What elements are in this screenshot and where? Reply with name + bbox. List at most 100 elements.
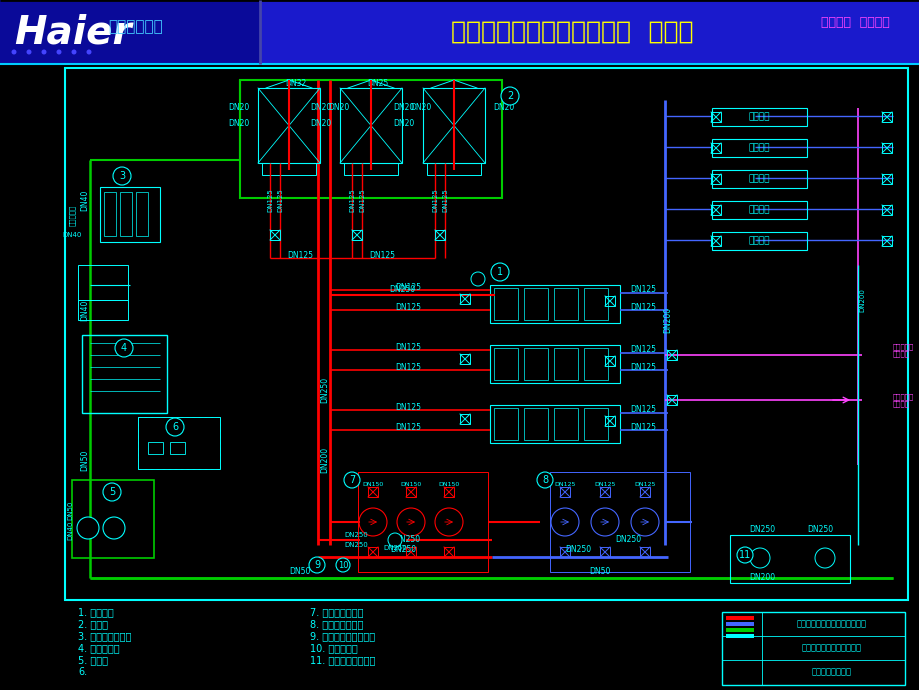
- Bar: [426, 163, 481, 175]
- Text: 9. 冷冻水蓄能池控制器: 9. 冷冻水蓄能池控制器: [310, 631, 375, 641]
- Bar: [344, 163, 398, 175]
- Bar: [550, 472, 689, 572]
- Text: DN32: DN32: [285, 79, 306, 88]
- Text: DN250: DN250: [748, 526, 774, 535]
- Text: 7. 冷却水循环泵组: 7. 冷却水循环泵组: [310, 607, 363, 617]
- Text: DN200: DN200: [663, 307, 672, 333]
- Text: DN20: DN20: [311, 119, 332, 128]
- Bar: [405, 547, 415, 557]
- Bar: [605, 356, 614, 366]
- Text: 10. 电子处理仪: 10. 电子处理仪: [310, 643, 357, 653]
- Circle shape: [491, 263, 508, 281]
- Circle shape: [388, 533, 402, 547]
- Text: DN125: DN125: [630, 346, 655, 355]
- Bar: [257, 88, 320, 163]
- Text: 水冷螺杆机组水系统流程图  （二）: 水冷螺杆机组水系统流程图 （二）: [450, 20, 693, 44]
- Text: DN150: DN150: [400, 482, 421, 488]
- Text: 4: 4: [120, 343, 127, 353]
- Text: 海尔集团热泵水下空调有限公司: 海尔集团热泵水下空调有限公司: [796, 620, 866, 629]
- Text: DN125: DN125: [633, 482, 655, 488]
- Text: DN250: DN250: [564, 546, 590, 555]
- Text: 11. 冷冻水系统过滤器: 11. 冷冻水系统过滤器: [310, 655, 375, 665]
- Bar: [460, 414, 470, 424]
- Circle shape: [86, 50, 91, 55]
- Text: 6: 6: [172, 422, 178, 432]
- Bar: [640, 487, 650, 497]
- Circle shape: [630, 508, 658, 536]
- Bar: [368, 547, 378, 557]
- Text: DN20: DN20: [229, 119, 250, 128]
- Circle shape: [165, 418, 184, 436]
- Text: DN40: DN40: [62, 232, 82, 238]
- Bar: [725, 622, 754, 626]
- Text: 6.: 6.: [78, 667, 87, 677]
- Text: DN250: DN250: [344, 532, 368, 538]
- Text: DN125: DN125: [630, 406, 655, 415]
- Text: DN20: DN20: [393, 104, 414, 112]
- Text: 海尔商用空调: 海尔商用空调: [108, 19, 163, 34]
- Bar: [524, 288, 548, 320]
- Bar: [710, 205, 720, 215]
- Bar: [78, 265, 128, 300]
- Bar: [711, 201, 806, 219]
- Bar: [269, 230, 279, 240]
- Bar: [435, 230, 445, 240]
- Text: 11: 11: [738, 550, 750, 560]
- Bar: [710, 112, 720, 122]
- Bar: [640, 547, 650, 557]
- Text: DN200: DN200: [858, 288, 864, 312]
- Text: DN20: DN20: [229, 104, 250, 112]
- Text: DN50: DN50: [289, 567, 311, 577]
- Text: 3: 3: [119, 171, 125, 181]
- Bar: [357, 472, 487, 572]
- Circle shape: [550, 508, 578, 536]
- Text: DN125: DN125: [287, 250, 312, 259]
- Circle shape: [27, 50, 31, 55]
- Text: DN20: DN20: [393, 119, 414, 128]
- Bar: [605, 296, 614, 306]
- Text: DN250: DN250: [344, 542, 368, 548]
- Text: 风机盘管: 风机盘管: [747, 144, 769, 152]
- Text: DN125: DN125: [432, 188, 437, 212]
- Bar: [584, 408, 607, 440]
- Text: 补音集水管: 补音集水管: [69, 204, 75, 226]
- Text: DN40: DN40: [81, 299, 89, 321]
- Text: 风机盘管: 风机盘管: [747, 237, 769, 246]
- Circle shape: [77, 517, 99, 539]
- Bar: [881, 143, 891, 153]
- Circle shape: [471, 272, 484, 286]
- Bar: [725, 634, 754, 638]
- Text: 5: 5: [108, 487, 115, 497]
- Text: 风机盘管: 风机盘管: [747, 112, 769, 121]
- Text: Haier: Haier: [14, 13, 131, 51]
- Text: DN250: DN250: [806, 526, 833, 535]
- Bar: [711, 232, 806, 250]
- Bar: [240, 80, 502, 198]
- Bar: [599, 487, 609, 497]
- Text: DN50: DN50: [67, 500, 73, 520]
- Text: DN250: DN250: [320, 377, 329, 403]
- Bar: [560, 487, 570, 497]
- Text: DN25: DN25: [367, 79, 388, 88]
- Bar: [148, 442, 163, 454]
- Text: 风机盘管: 风机盘管: [747, 206, 769, 215]
- Text: 2: 2: [506, 91, 513, 101]
- Text: 制冷防冻液
进系统水: 制冷防冻液 进系统水: [892, 343, 913, 357]
- Circle shape: [11, 50, 17, 55]
- Bar: [405, 487, 415, 497]
- Text: DN40: DN40: [81, 189, 89, 210]
- Circle shape: [397, 508, 425, 536]
- Bar: [138, 417, 220, 469]
- Bar: [725, 628, 754, 632]
- Circle shape: [309, 557, 324, 573]
- Text: DN150: DN150: [362, 482, 383, 488]
- Bar: [78, 300, 128, 320]
- Text: 舒适空间  全球共享: 舒适空间 全球共享: [820, 15, 889, 28]
- Bar: [584, 288, 607, 320]
- Circle shape: [749, 548, 769, 568]
- Bar: [494, 288, 517, 320]
- Text: DN125: DN125: [267, 188, 273, 212]
- Bar: [553, 288, 577, 320]
- Text: DN125: DN125: [348, 188, 355, 212]
- Circle shape: [103, 483, 121, 501]
